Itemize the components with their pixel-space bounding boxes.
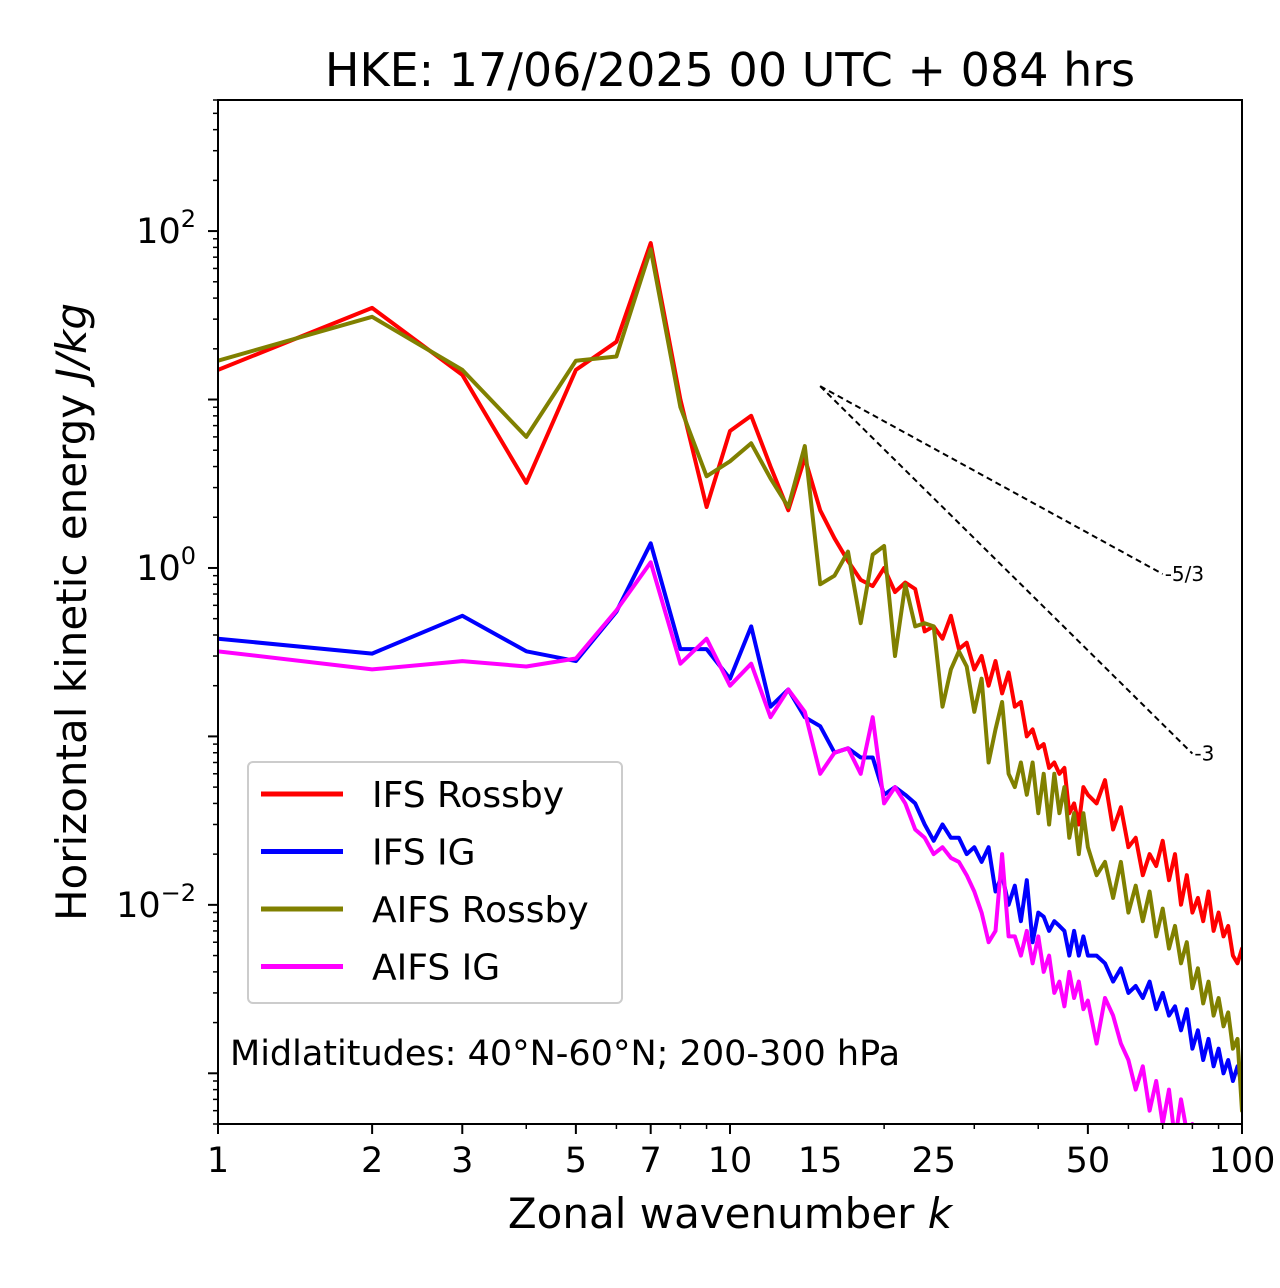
x-tick-label: 7 [640, 1141, 662, 1181]
axes: 1 2 3 5 7 10 15 25 50 100 102 100 10−2 [116, 99, 1276, 1181]
x-tick-label: 100 [1209, 1141, 1276, 1181]
y-tick-label: 10−2 [116, 879, 196, 926]
reference-slope-line-0 [819, 385, 1164, 575]
legend-label-1: IFS IG [372, 833, 476, 874]
x-tick-label: 10 [708, 1141, 753, 1181]
reference-slope-label-0: -5/3 [1165, 562, 1204, 586]
series-layer [218, 241, 1242, 1124]
x-tick-label: 25 [911, 1141, 956, 1181]
y-axis-label-unit: J/kg [47, 303, 96, 388]
y-tick-label: 102 [136, 205, 196, 252]
x-tick-label: 2 [361, 1141, 383, 1181]
plot-frame [217, 99, 1243, 1125]
series-line-2 [218, 247, 1242, 1113]
x-axis-label-var: k [928, 1189, 954, 1238]
legend-label-0: IFS Rossby [372, 775, 564, 816]
x-tick-label: 15 [798, 1141, 843, 1181]
legend-items: IFS Rossby IFS IG AIFS Rossby AIFS IG [261, 775, 589, 989]
y-axis-label-text: Horizontal kinetic energy [47, 394, 96, 921]
legend-label-2: AIFS Rossby [372, 890, 589, 931]
chart-title: HKE: 17/06/2025 00 UTC + 084 hrs [325, 43, 1135, 97]
region-annotation: Midlatitudes: 40°N-60°N; 200-300 hPa [230, 1034, 900, 1074]
x-axis-label: Zonal wavenumber k [508, 1189, 954, 1238]
x-tick-label: 1 [207, 1141, 229, 1181]
x-tick-label: 50 [1066, 1141, 1111, 1181]
y-axis-label: Horizontal kinetic energy J/kg [47, 303, 96, 921]
x-axis-label-text: Zonal wavenumber [508, 1189, 915, 1238]
x-tick-label: 3 [451, 1141, 473, 1181]
reference-slope-layer: -5/3 -3 [819, 385, 1214, 766]
y-tick-label: 100 [136, 542, 196, 589]
reference-slope-label-1: -3 [1194, 742, 1214, 766]
legend-box [247, 761, 623, 1004]
legend-label-3: AIFS IG [372, 948, 500, 989]
reference-slope-line-1 [819, 385, 1194, 755]
series-line-3 [218, 560, 1195, 1124]
x-tick-label: 5 [565, 1141, 587, 1181]
legend: IFS Rossby IFS IG AIFS Rossby AIFS IG [247, 761, 623, 1004]
